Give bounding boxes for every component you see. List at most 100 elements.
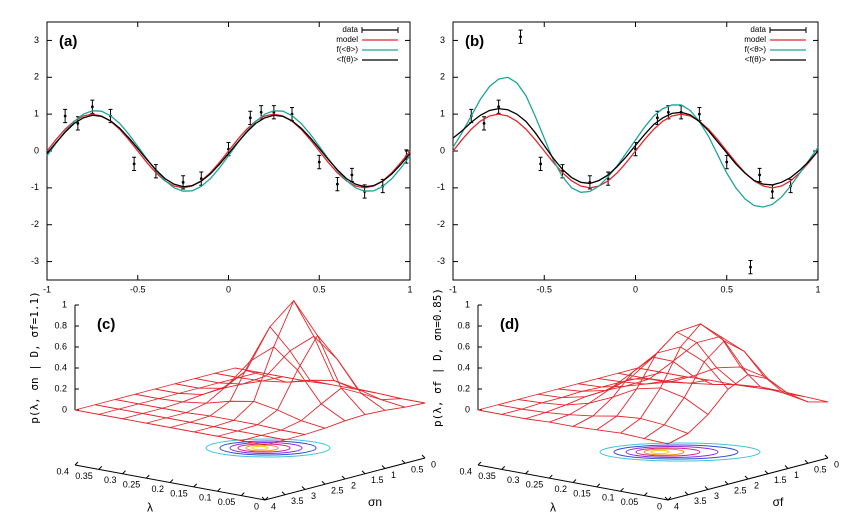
mesh-line: [643, 340, 805, 439]
data-point: [666, 110, 670, 114]
mesh-line: [174, 299, 366, 415]
mesh-line: [557, 323, 749, 392]
x-tick-label: -1: [449, 284, 457, 294]
mesh-line: [264, 402, 426, 446]
z-tick-label: 0: [465, 404, 470, 414]
x-tick-label: 0.1: [199, 493, 212, 503]
x-tick: [596, 483, 601, 488]
mesh-line: [597, 366, 789, 394]
curve: [46, 110, 411, 192]
legend-label: <f(θ)>: [337, 55, 359, 64]
data-point: [350, 173, 354, 177]
legend-label: data: [342, 25, 358, 34]
data-point: [199, 177, 203, 181]
data-point: [519, 35, 522, 39]
data-point: [758, 173, 761, 177]
z-tick-label: 1: [465, 299, 470, 309]
data-point: [259, 110, 263, 114]
y-tick-label: 2.5: [331, 486, 344, 496]
x-tick: [74, 461, 79, 466]
z-tick-label: 1: [62, 299, 67, 309]
x-tick-label: -0.5: [130, 284, 146, 294]
data-point: [132, 162, 136, 166]
panel-label: (c): [97, 316, 115, 333]
data-point: [770, 190, 774, 193]
x-tick: [501, 466, 506, 470]
y-tick-label: -2: [437, 219, 445, 229]
mesh-line: [194, 335, 386, 411]
mesh-line: [617, 372, 809, 403]
contour: [251, 445, 269, 451]
x-tick-label: 0.05: [621, 497, 639, 507]
x-tick-label: 0: [657, 501, 662, 511]
mesh-line: [637, 367, 829, 403]
x-tick-label: 0: [226, 284, 231, 294]
y-tick: [261, 496, 266, 501]
x-tick-label: 0.25: [123, 480, 141, 490]
x-tick-label: 0.3: [104, 475, 117, 485]
x-tick: [240, 492, 245, 496]
y-tick-label: 2: [351, 480, 356, 490]
legend-label: <f(θ)>: [745, 55, 767, 64]
mesh-line: [497, 404, 689, 434]
curve: [46, 114, 411, 188]
contour: [650, 449, 670, 455]
curve: [46, 113, 411, 189]
x-tick-label: 0.35: [75, 471, 93, 481]
legend-swatch: [361, 27, 399, 33]
data-point: [63, 114, 67, 118]
data-point: [317, 160, 321, 164]
y-tick-label: 2: [440, 72, 445, 82]
x-tick: [217, 487, 221, 492]
z-tick-label: 0.6: [457, 341, 470, 351]
y-tick-label: 4: [674, 501, 679, 511]
y-tick: [301, 486, 306, 490]
mesh-line: [577, 336, 769, 388]
x-tick: [98, 466, 103, 470]
mesh-line: [234, 367, 426, 404]
y-tick-label: 1.5: [371, 475, 384, 485]
y-tick-label: 3: [714, 491, 719, 501]
x-tick: [122, 470, 126, 475]
y-tick: [664, 496, 669, 501]
curve: [452, 113, 819, 189]
x-tick-label: 0.25: [526, 480, 544, 490]
mesh-line: [169, 325, 331, 428]
x-tick-label: 0.5: [720, 284, 733, 294]
x-tick: [667, 496, 672, 501]
y-tick: [724, 480, 729, 485]
z-tick-label: 0.8: [457, 320, 470, 330]
x-tick: [193, 483, 198, 488]
data-point: [749, 265, 752, 269]
y-tick-label: 0: [440, 145, 445, 155]
x-axis-label: λ: [550, 501, 556, 515]
panel-label: (d): [500, 316, 519, 333]
mesh-line: [477, 409, 669, 445]
panel-label: (a): [59, 33, 77, 50]
x-axis-label: λ: [147, 501, 153, 515]
z-tick-label: 0.4: [457, 362, 470, 372]
z-tick-label: 0.8: [54, 320, 67, 330]
x-tick-label: -1: [43, 284, 51, 294]
y-tick-label: -2: [31, 219, 39, 229]
x-tick: [264, 496, 269, 501]
y-tick-label: 0: [431, 459, 436, 469]
legend-swatch: [769, 27, 807, 33]
mesh-line: [94, 404, 286, 441]
y-tick: [824, 454, 829, 459]
contour: [229, 442, 303, 454]
y-tick-label: -3: [437, 256, 445, 266]
z-tick-label: 0.6: [54, 341, 67, 351]
mesh-line: [517, 387, 709, 415]
data-point: [248, 116, 252, 120]
z-tick-label: 0.4: [54, 362, 67, 372]
data-point: [697, 112, 701, 116]
mesh-line: [537, 346, 729, 399]
legend-label: f(<θ>): [337, 45, 359, 54]
y-tick: [684, 491, 689, 496]
y-tick-label: -3: [31, 256, 39, 266]
y-tick: [321, 480, 326, 485]
y-tick: [361, 470, 366, 475]
contour: [237, 443, 291, 453]
